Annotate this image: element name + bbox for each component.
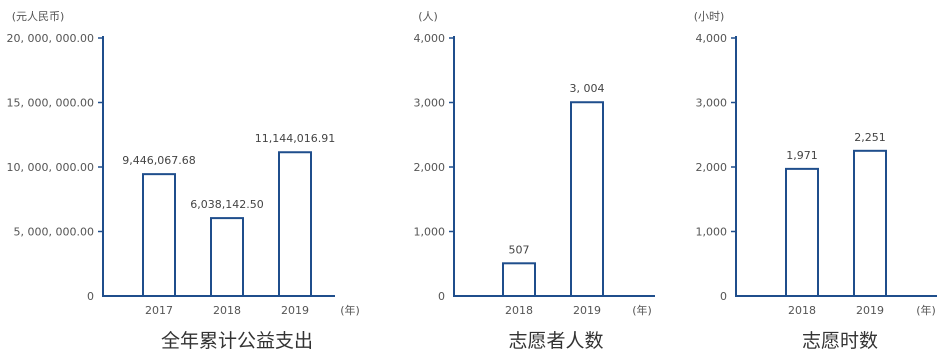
chart-2-y-tick-label: 3,000	[414, 97, 446, 110]
chart-1-title: 全年累计公益支出	[161, 330, 313, 352]
chart-1-bar-2019	[278, 151, 312, 297]
chart-2-bar-2019	[570, 101, 604, 297]
chart-2-data-label-2018: 507	[509, 243, 530, 256]
chart-2-title: 志愿者人数	[508, 330, 603, 352]
chart-3-bar-2019	[853, 149, 887, 297]
chart-3-x-unit-label: (年)	[916, 303, 936, 317]
chart-3-y-tick-label: 4,000	[696, 32, 728, 45]
chart-3-bar-2018	[785, 167, 819, 297]
chart-3-title: 志愿时数	[802, 330, 878, 352]
chart-2-y-unit-label: (人)	[418, 10, 438, 23]
chart-2-x-unit-label: (年)	[632, 303, 652, 317]
chart-2-data-label-2019: 3, 004	[570, 82, 605, 95]
chart-1-x-tick-label: 2017	[145, 304, 173, 317]
chart-2-x-tick-label: 2018	[505, 304, 533, 317]
chart-1-y-tick-label: 20, 000, 000.00	[7, 32, 94, 45]
chart-2-y-tick-label: 2,000	[414, 161, 446, 174]
chart-1-data-label-2018: 6,038,142.50	[190, 198, 263, 211]
chart-3-x-tick-label: 2019	[856, 304, 884, 317]
chart-3-y-unit-label: (小时)	[694, 10, 725, 23]
chart-2-y-tick-label: 0	[438, 290, 445, 303]
chart-3-y-tick-label: 2,000	[696, 161, 728, 174]
chart-1-bar-2018	[210, 217, 244, 297]
chart-1-bar-2017	[142, 173, 176, 297]
chart-3-data-label-2018: 1,971	[786, 149, 818, 162]
chart-1-y-tick-label: 0	[87, 290, 94, 303]
chart-2-y-tick-label: 4,000	[414, 32, 446, 45]
chart-3-y-tick-label: 0	[720, 290, 727, 303]
chart-3-data-label-2019: 2,251	[854, 131, 886, 144]
chart-3-y-tick-label: 3,000	[696, 97, 728, 110]
chart-1-y-tick-label: 5, 000, 000.00	[14, 226, 94, 239]
chart-1-y-tick-label: 10, 000, 000.00	[7, 161, 94, 174]
chart-2-y-tick-label: 1,000	[414, 226, 446, 239]
chart-1-data-label-2019: 11,144,016.91	[255, 132, 335, 145]
chart-3-x-tick-label: 2018	[788, 304, 816, 317]
chart-1-y-unit-label: (元人民币)	[12, 10, 65, 23]
chart-2-x-tick-label: 2019	[573, 304, 601, 317]
chart-1-x-unit-label: (年)	[340, 303, 360, 317]
chart-1-x-tick-label: 2019	[281, 304, 309, 317]
chart-1-y-tick-label: 15, 000, 000.00	[7, 97, 94, 110]
chart-1-x-tick-label: 2018	[213, 304, 241, 317]
chart-2-bar-2018	[502, 262, 536, 297]
chart-1-data-label-2017: 9,446,067.68	[122, 154, 195, 167]
chart-3-y-tick-label: 1,000	[696, 226, 728, 239]
